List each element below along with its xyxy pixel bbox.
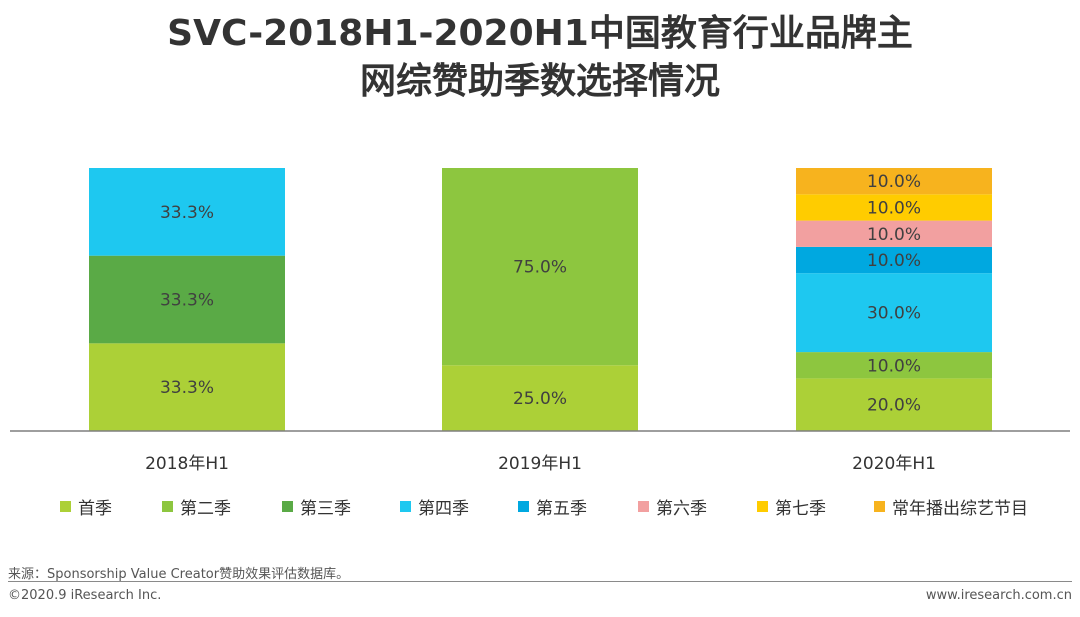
legend-swatch: [874, 500, 885, 512]
source-note: 来源：Sponsorship Value Creator赞助效果评估数据库。: [8, 567, 350, 582]
legend-label: 第二季: [180, 498, 231, 519]
data-label: 75.0%: [513, 258, 567, 278]
data-label: 33.3%: [160, 378, 214, 398]
chart-legend: 首季 第二季 第三季 第四季 第五季 第六季 第七季 常年播出综艺节目: [60, 494, 1060, 519]
bar-segment: [796, 378, 992, 431]
x-tick-label: 2018年H1: [145, 454, 229, 474]
legend-swatch: [282, 500, 293, 512]
x-tick-label: 2020年H1: [852, 454, 936, 474]
copyright-text: ©2020.9 iResearch Inc.: [8, 588, 162, 603]
data-label: 10.0%: [867, 225, 921, 245]
legend-label: 第四季: [418, 498, 469, 519]
footer-divider: [8, 581, 1072, 582]
data-label: 25.0%: [513, 389, 567, 409]
data-label: 33.3%: [160, 291, 214, 311]
x-tick-label: 2019年H1: [498, 454, 582, 474]
legend-item: 第五季: [518, 494, 587, 519]
data-label: 10.0%: [867, 356, 921, 376]
bar-segment: [796, 246, 992, 274]
data-label: 10.0%: [867, 172, 921, 192]
bar-segment: [442, 168, 638, 366]
legend-item: 第二季: [162, 494, 231, 519]
legend-label: 第五季: [536, 498, 587, 519]
legend-label: 第六季: [656, 498, 707, 519]
bar-segment: [796, 220, 992, 247]
data-label: 20.0%: [867, 396, 921, 416]
legend-item: 首季: [60, 494, 112, 519]
bar-segment: [442, 365, 638, 431]
legend-label: 首季: [78, 498, 112, 519]
stacked-bar-chart: 33.3% 33.3% 33.3% 2018年H1 25.0% 75.0% 2019年H1 2…: [10, 168, 1070, 474]
bar-segment: [796, 168, 992, 195]
data-label: 30.0%: [867, 304, 921, 324]
legend-item: 第三季: [282, 494, 351, 519]
chart-title-line-2: 网综赞助季数选择情况: [359, 61, 720, 102]
chart-title-line-1: SVC-2018H1-2020H1中国教育行业品牌主: [167, 13, 913, 54]
bar-segment: [89, 168, 285, 256]
legend-swatch: [757, 500, 768, 512]
bar-segment: [89, 343, 285, 431]
chart-title: SVC-2018H1-2020H1中国教育行业品牌主 网综赞助季数选择情况: [0, 10, 1080, 106]
legend-label: 第三季: [300, 498, 351, 519]
bar-segment: [89, 255, 285, 344]
legend-item: 第四季: [400, 494, 469, 519]
legend-label: 常年播出综艺节目: [892, 498, 1028, 519]
data-label: 10.0%: [867, 251, 921, 271]
data-label: 10.0%: [867, 198, 921, 218]
data-label: 33.3%: [160, 203, 214, 223]
legend-label: 第七季: [775, 498, 826, 519]
bar-segment: [796, 194, 992, 221]
legend-item: 常年播出综艺节目: [874, 494, 1028, 519]
legend-swatch: [638, 500, 649, 512]
website-text: www.iresearch.com.cn: [925, 588, 1072, 603]
legend-swatch: [162, 500, 173, 512]
bar-segment: [796, 352, 992, 379]
legend-swatch: [518, 500, 529, 512]
legend-item: 第七季: [757, 494, 826, 519]
legend-item: 第六季: [638, 494, 707, 519]
bar-segment: [796, 273, 992, 353]
legend-swatch: [60, 500, 71, 512]
legend-swatch: [400, 500, 411, 512]
